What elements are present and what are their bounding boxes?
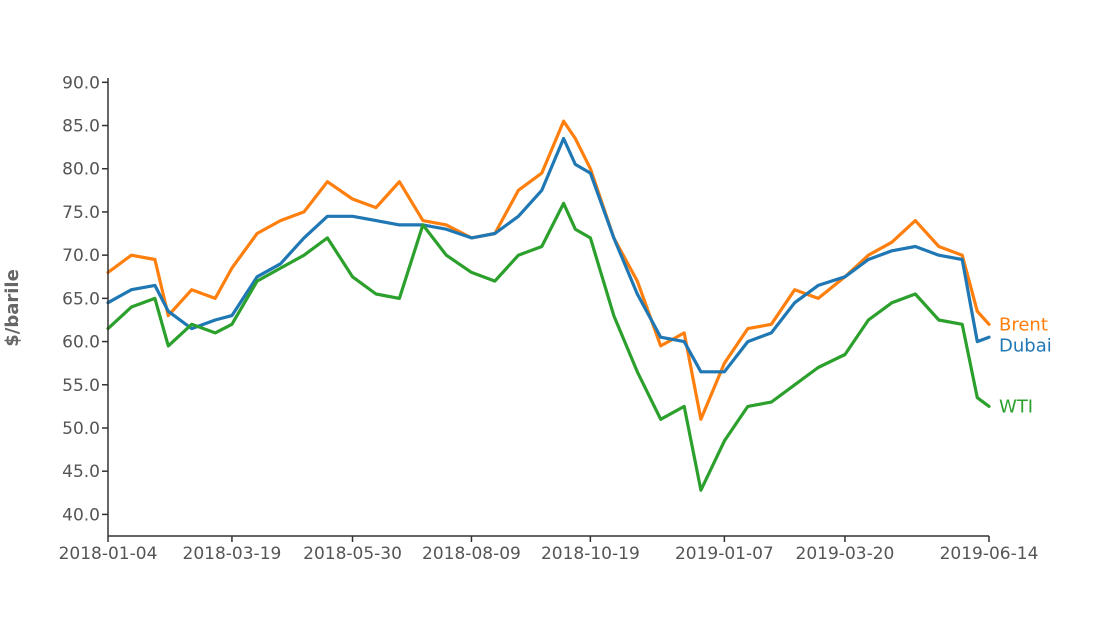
- series-label-dubai: Dubai: [999, 335, 1052, 356]
- series-line-wti: [106, 201, 991, 492]
- y-tick-label: 50.0: [62, 419, 100, 439]
- y-tick-label: 75.0: [62, 203, 100, 223]
- y-tick-label: 60.0: [62, 333, 100, 353]
- plot-lines: [106, 119, 991, 492]
- y-tick-label: 45.0: [62, 462, 100, 482]
- y-tick-label: 90.0: [62, 73, 100, 93]
- y-tick-label: 80.0: [62, 160, 100, 180]
- y-tick-label: 85.0: [62, 117, 100, 137]
- x-tick-label: 2018-10-19: [541, 544, 640, 564]
- x-tick-label: 2018-01-04: [59, 544, 158, 564]
- series-label-brent: Brent: [999, 314, 1048, 335]
- x-tick-label: 2019-06-14: [940, 544, 1039, 564]
- y-axis-ticks: 40.0 45.0 50.0 55.0 60.0 65.0 70.0 75.0 80.0 85.0…: [62, 73, 108, 525]
- y-axis-title: $/barile: [2, 269, 23, 347]
- series-label-wti: WTI: [999, 396, 1033, 417]
- x-tick-label: 2019-01-07: [675, 544, 774, 564]
- y-tick-label: 40.0: [62, 505, 100, 525]
- x-tick-label: 2018-03-19: [183, 544, 282, 564]
- y-tick-label: 65.0: [62, 289, 100, 309]
- x-tick-label: 2018-05-30: [303, 544, 402, 564]
- x-axis-ticks: 2018-01-04 2018-03-19 2018-05-30 2018-08-09…: [59, 536, 1039, 564]
- x-tick-label: 2019-03-20: [796, 544, 895, 564]
- y-tick-label: 70.0: [62, 246, 100, 266]
- y-tick-label: 55.0: [62, 376, 100, 396]
- series-line-dubai: [106, 136, 991, 374]
- x-tick-label: 2018-08-09: [422, 544, 521, 564]
- series-line-brent: [106, 119, 991, 421]
